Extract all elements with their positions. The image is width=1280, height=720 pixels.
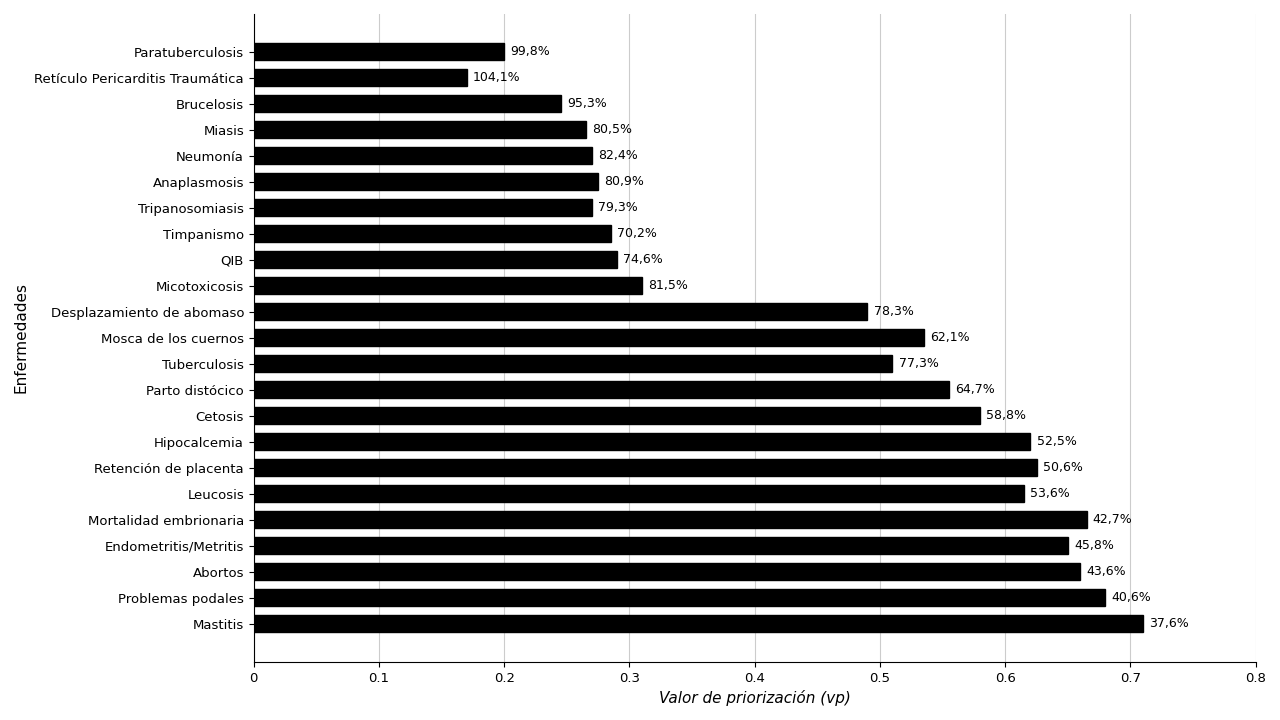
Y-axis label: Enfermedades: Enfermedades — [14, 282, 29, 393]
Text: 104,1%: 104,1% — [472, 71, 521, 84]
Text: 64,7%: 64,7% — [955, 383, 995, 397]
Text: 80,9%: 80,9% — [604, 176, 644, 189]
Text: 43,6%: 43,6% — [1087, 565, 1126, 578]
Bar — [253, 590, 1106, 606]
Bar — [253, 95, 561, 112]
Bar — [253, 485, 1024, 503]
Bar — [253, 330, 924, 346]
Bar — [253, 433, 1030, 450]
Bar — [253, 564, 1080, 580]
Bar — [253, 148, 591, 164]
Text: 40,6%: 40,6% — [1111, 591, 1152, 604]
X-axis label: Valor de priorización (vp): Valor de priorización (vp) — [659, 690, 851, 706]
Text: 77,3%: 77,3% — [899, 357, 938, 370]
Text: 99,8%: 99,8% — [511, 45, 550, 58]
Text: 53,6%: 53,6% — [1030, 487, 1070, 500]
Text: 82,4%: 82,4% — [598, 149, 637, 162]
Bar — [253, 251, 617, 269]
Bar — [253, 174, 598, 190]
Bar — [253, 225, 611, 243]
Text: 80,5%: 80,5% — [591, 123, 632, 136]
Bar — [253, 459, 1037, 477]
Text: 70,2%: 70,2% — [617, 228, 657, 240]
Text: 81,5%: 81,5% — [648, 279, 689, 292]
Bar — [253, 122, 586, 138]
Text: 79,3%: 79,3% — [598, 202, 637, 215]
Text: 52,5%: 52,5% — [1037, 436, 1076, 449]
Bar — [253, 382, 948, 398]
Text: 95,3%: 95,3% — [567, 97, 607, 110]
Bar — [253, 43, 504, 60]
Text: 50,6%: 50,6% — [1043, 462, 1083, 474]
Text: 78,3%: 78,3% — [874, 305, 914, 318]
Bar — [253, 69, 467, 86]
Text: 37,6%: 37,6% — [1149, 618, 1189, 631]
Text: 45,8%: 45,8% — [1074, 539, 1114, 552]
Bar — [253, 303, 868, 320]
Text: 58,8%: 58,8% — [987, 410, 1027, 423]
Bar — [253, 616, 1143, 632]
Bar — [253, 199, 591, 216]
Bar — [253, 356, 892, 372]
Bar — [253, 408, 980, 424]
Bar — [253, 537, 1068, 554]
Bar — [253, 277, 643, 294]
Text: 42,7%: 42,7% — [1093, 513, 1133, 526]
Text: 74,6%: 74,6% — [623, 253, 663, 266]
Bar — [253, 511, 1087, 528]
Text: 62,1%: 62,1% — [931, 331, 970, 344]
